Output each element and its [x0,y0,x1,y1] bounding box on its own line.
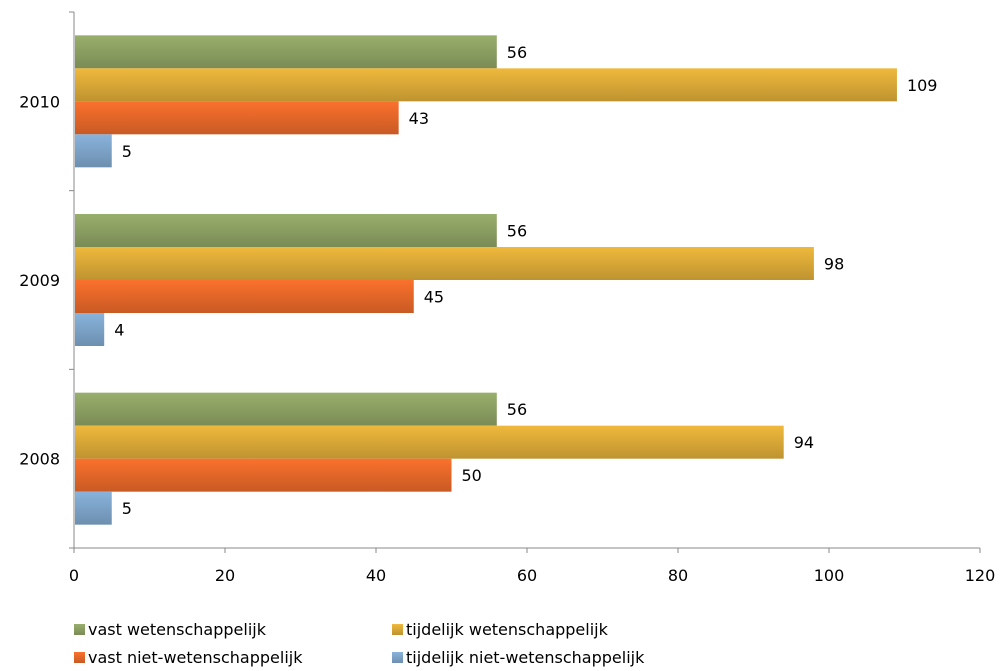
data-label-2009-series-3: 4 [114,321,124,340]
legend-item-vast-wetenschappelijk: vast wetenschappelijk [74,616,392,642]
bar-2009-series-2 [75,280,414,313]
x-tick-label-20: 20 [215,566,235,585]
bar-2008-series-0 [75,392,497,426]
bar-2010-series-1 [75,68,897,102]
y-tick-label-2010: 2010 [19,92,60,111]
legend-swatch [392,651,403,663]
y-tick-label-2008: 2008 [19,450,60,469]
data-label-2010-series-0: 56 [507,43,527,62]
bar-2008-series-2 [75,458,452,492]
x-tick-label-80: 80 [668,566,688,585]
data-label-2010-series-1: 109 [907,76,938,95]
data-label-2009-series-1: 98 [824,255,844,274]
legend-label: vast niet-wetenschappelijk [88,647,303,667]
axes-group [69,11,981,553]
legend-label: tijdelijk wetenschappelijk [406,619,608,639]
data-label-2009-series-0: 56 [507,222,527,241]
legend-item-vast-niet-wetenschappelijk: vast niet-wetenschappelijk [74,644,392,670]
y-tick-label-2009: 2009 [19,271,60,290]
legend-swatch [392,623,403,635]
bar-2009-series-0 [75,214,497,247]
bar-2009-series-3 [75,313,105,346]
x-tick-label-40: 40 [366,566,386,585]
legend-label: vast wetenschappelijk [88,619,266,639]
bars-group [75,35,897,525]
bar-2010-series-0 [75,35,497,69]
data-label-2008-series-1: 94 [794,433,814,452]
data-label-2008-series-0: 56 [507,400,527,419]
bar-2008-series-1 [75,425,784,459]
data-label-2010-series-2: 43 [409,109,429,128]
bar-2010-series-2 [75,101,399,135]
legend-item-tijdelijk-wetenschappelijk: tijdelijk wetenschappelijk [392,616,712,642]
bar-2010-series-3 [75,134,112,168]
legend: vast wetenschappelijk tijdelijk wetensch… [74,616,774,670]
legend-label: tijdelijk niet-wetenschappelijk [406,647,645,667]
data-label-2008-series-3: 5 [122,499,132,518]
x-tick-label-60: 60 [517,566,537,585]
x-tick-label-100: 100 [814,566,845,585]
legend-swatch [74,623,85,635]
data-label-2009-series-2: 45 [424,288,444,307]
data-label-2010-series-3: 5 [122,142,132,161]
bar-chart: 56 94 50 5 2008 56 98 45 4 2009 56 109 43 5 2010 0 20 40 6… [19,11,995,585]
data-label-2008-series-2: 50 [462,466,482,485]
bar-2009-series-1 [75,247,814,280]
labels-group: 56 94 50 5 2008 56 98 45 4 2009 56 109 43 5 2010 0 20 40 6… [19,43,995,585]
legend-item-tijdelijk-niet-wetenschappelijk: tijdelijk niet-wetenschappelijk [392,644,712,670]
legend-swatch [74,651,85,663]
x-tick-label-120: 120 [965,566,996,585]
bar-2008-series-3 [75,491,112,525]
x-tick-label-0: 0 [69,566,79,585]
